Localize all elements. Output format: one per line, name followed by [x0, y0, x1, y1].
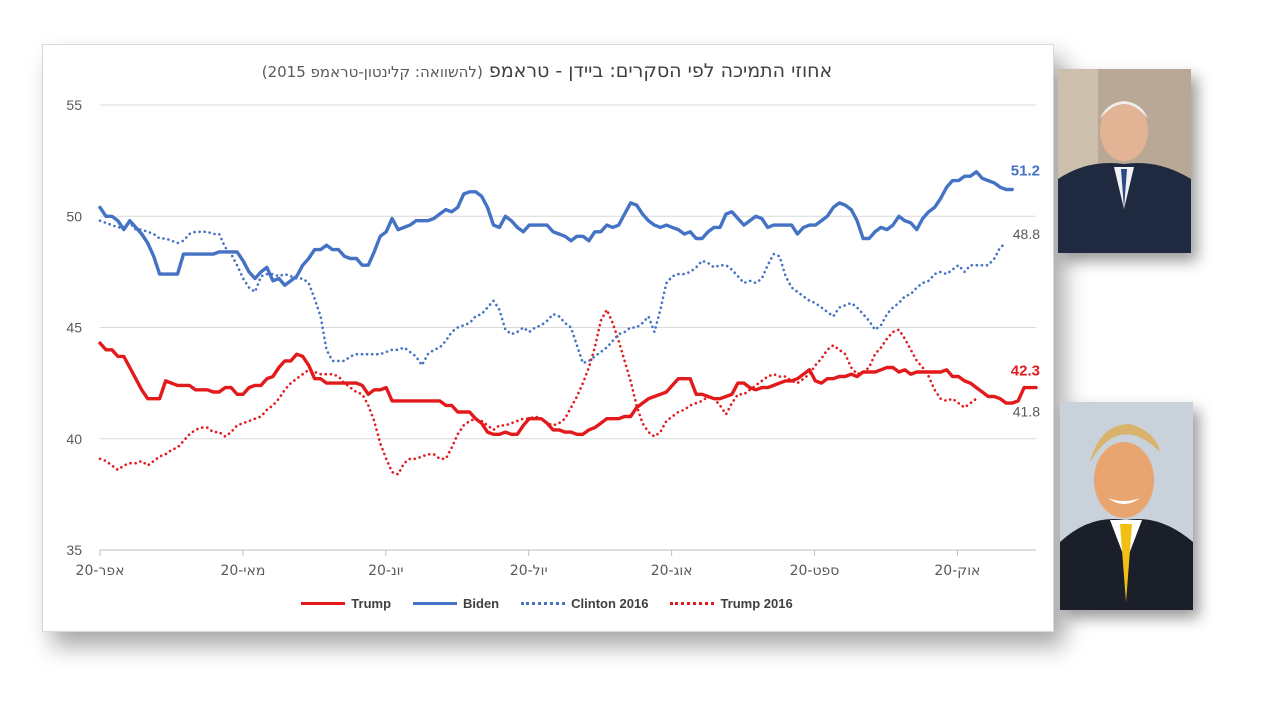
x-tick-label: יונ-20 — [368, 563, 403, 579]
chart-title: אחוזי התמיכה לפי הסקרים: ביידן - טראמפ (… — [42, 60, 1052, 82]
end-label-biden: 51.2 — [1011, 163, 1040, 180]
series-line-biden — [98, 170, 1014, 287]
legend-item-trump-2016: Trump 2016 — [670, 596, 793, 611]
biden-portrait-illustration — [1058, 69, 1191, 253]
legend-swatch-clinton-2016 — [521, 602, 566, 605]
x-tick-label: יול-20 — [510, 563, 548, 579]
series-line-trump-2016 — [98, 308, 978, 476]
legend-swatch-trump — [301, 602, 346, 605]
y-tick-label: 50 — [66, 208, 82, 224]
chart-title-text: אחוזי התמיכה לפי הסקרים: ביידן - טראמפ — [488, 60, 833, 82]
chart-legend: Trump Biden Clinton 2016 Trump 2016 — [42, 596, 1052, 611]
x-tick-label: אוק-20 — [934, 563, 980, 579]
legend-label-biden: Biden — [463, 596, 500, 611]
legend-item-trump: Trump — [301, 596, 391, 611]
y-tick-label: 40 — [66, 431, 82, 447]
x-tick-label: ספט-20 — [790, 563, 840, 579]
legend-item-clinton-2016: Clinton 2016 — [521, 596, 648, 611]
trump-portrait-illustration — [1060, 402, 1193, 610]
legend-label-trump: Trump — [351, 596, 392, 611]
legend-label-trump-2016: Trump 2016 — [720, 596, 793, 611]
legend-item-biden: Biden — [413, 596, 499, 611]
chart-card — [42, 44, 1054, 632]
trump-portrait-image — [1060, 402, 1193, 610]
x-tick-label: מאי-20 — [220, 563, 265, 579]
end-label-clinton-2016: 48.8 — [1013, 226, 1040, 242]
biden-portrait-image — [1058, 69, 1191, 253]
series-line-trump — [98, 341, 1038, 436]
y-tick-label: 35 — [66, 542, 82, 558]
series-line-clinton-2016 — [98, 219, 1008, 367]
line-chart: 55 50 45 40 35 אפר-20 מאי-20 יונ-20 יול-20 אוג-20… — [66, 97, 1040, 579]
x-tick-label: אוג-20 — [651, 563, 693, 579]
legend-label-clinton-2016: Clinton 2016 — [571, 596, 649, 611]
end-label-trump-2016: 41.8 — [1013, 404, 1040, 420]
chart-subtitle: (להשוואה: קלינטון-טראמפ 2015) — [261, 63, 483, 81]
end-label-trump: 42.3 — [1011, 363, 1040, 380]
legend-swatch-biden — [413, 602, 458, 605]
y-tick-label: 45 — [66, 320, 82, 336]
y-tick-label: 55 — [66, 97, 82, 113]
x-tick-label: אפר-20 — [76, 563, 125, 579]
legend-swatch-trump-2016 — [670, 602, 715, 605]
